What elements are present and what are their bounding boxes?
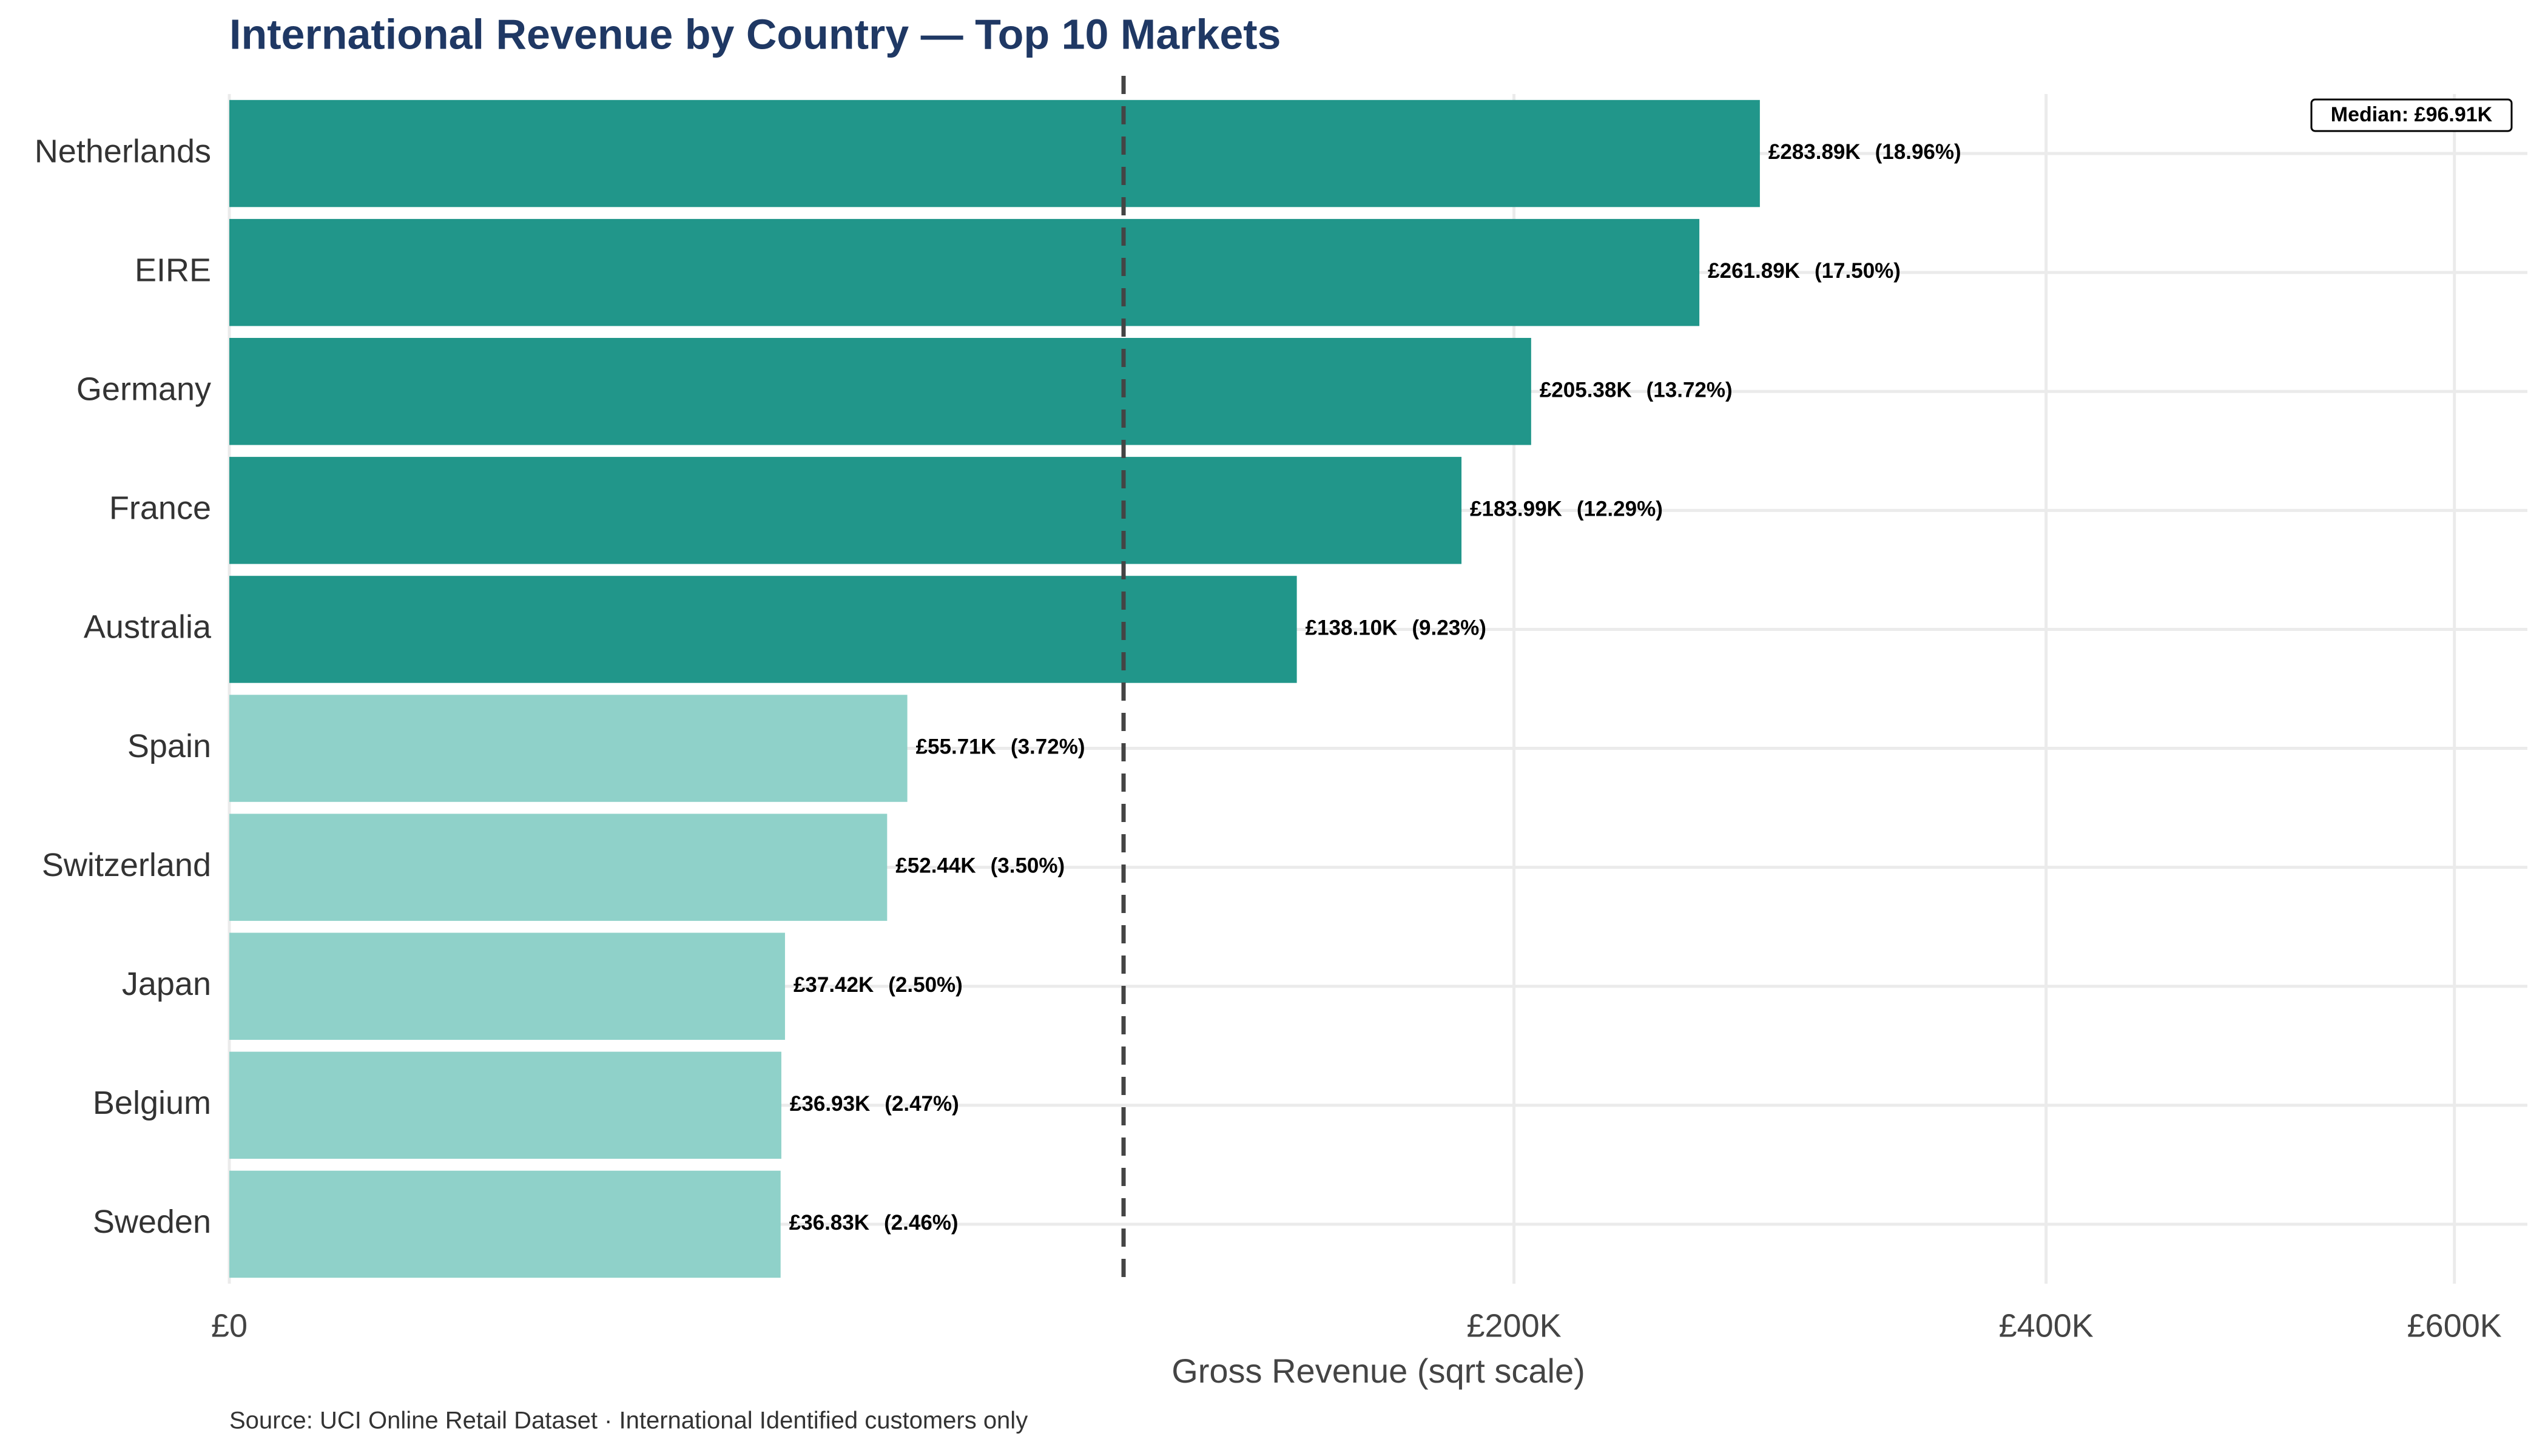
x-tick-label: £0 [211,1307,248,1344]
bar [229,218,1700,326]
y-tick-label: Germany [76,371,211,408]
value-text: £205.38K [1540,379,1632,402]
caption: Source: UCI Online Retail Dataset · Inte… [229,1407,1028,1434]
value-text: £36.93K [790,1092,870,1116]
y-tick-label: Netherlands [35,133,211,169]
y-tick-label: Belgium [93,1085,211,1121]
x-tick-label: £400K [1999,1307,2094,1344]
share-text: (3.72%) [1011,735,1085,759]
value-label: £36.83K (2.46%) [789,1211,959,1235]
bar [229,1051,781,1159]
bar [229,457,1462,564]
share-text: (12.29%) [1577,497,1663,521]
value-text: £36.83K [789,1211,869,1235]
x-axis-label: Gross Revenue (sqrt scale) [1171,1352,1585,1390]
x-tick-label: £200K [1466,1307,1561,1344]
y-tick-label: Spain [127,728,211,764]
bar [229,576,1297,683]
value-label: £183.99K (12.29%) [1470,497,1663,521]
value-text: £37.42K [794,973,874,997]
y-tick-label: Australia [84,609,212,645]
share-text: (17.50%) [1815,259,1901,283]
bar [229,1170,781,1278]
value-label: £36.93K (2.47%) [790,1092,959,1116]
bar [229,99,1760,207]
value-text: £55.71K [916,735,996,759]
value-text: £52.44K [895,854,976,878]
value-label: £37.42K (2.50%) [794,973,963,997]
bar [229,814,888,921]
value-label: £52.44K (3.50%) [895,854,1065,878]
median-label: Median: £96.91K [2331,103,2493,126]
bar [229,338,1531,445]
share-text: (3.50%) [991,854,1065,878]
median-box [2310,98,2513,132]
value-label: £283.89K (18.96%) [1768,140,1961,164]
share-text: (2.46%) [884,1211,959,1235]
share-text: (13.72%) [1646,379,1733,402]
share-text: (18.96%) [1875,140,1961,164]
y-tick-label: France [109,490,211,527]
y-tick-label: Japan [122,966,211,1002]
y-tick-label: Switzerland [42,847,211,883]
share-text: (9.23%) [1412,616,1486,640]
y-tick-label: EIRE [135,252,211,288]
y-tick-label: Sweden [93,1204,211,1240]
bar [229,932,785,1040]
chart-title: International Revenue by Country — Top 1… [229,10,1281,58]
value-label: £261.89K (17.50%) [1708,259,1901,283]
bar [229,695,908,802]
share-text: (2.50%) [888,973,963,997]
value-text: £261.89K [1708,259,1800,283]
value-label: £55.71K (3.72%) [916,735,1085,759]
x-tick-label: £600K [2407,1307,2502,1344]
value-text: £183.99K [1470,497,1562,521]
value-text: £138.10K [1306,616,1398,640]
share-text: (2.47%) [885,1092,959,1116]
value-text: £283.89K [1768,140,1861,164]
value-label: £138.10K (9.23%) [1306,616,1486,640]
value-label: £205.38K (13.72%) [1540,379,1733,402]
